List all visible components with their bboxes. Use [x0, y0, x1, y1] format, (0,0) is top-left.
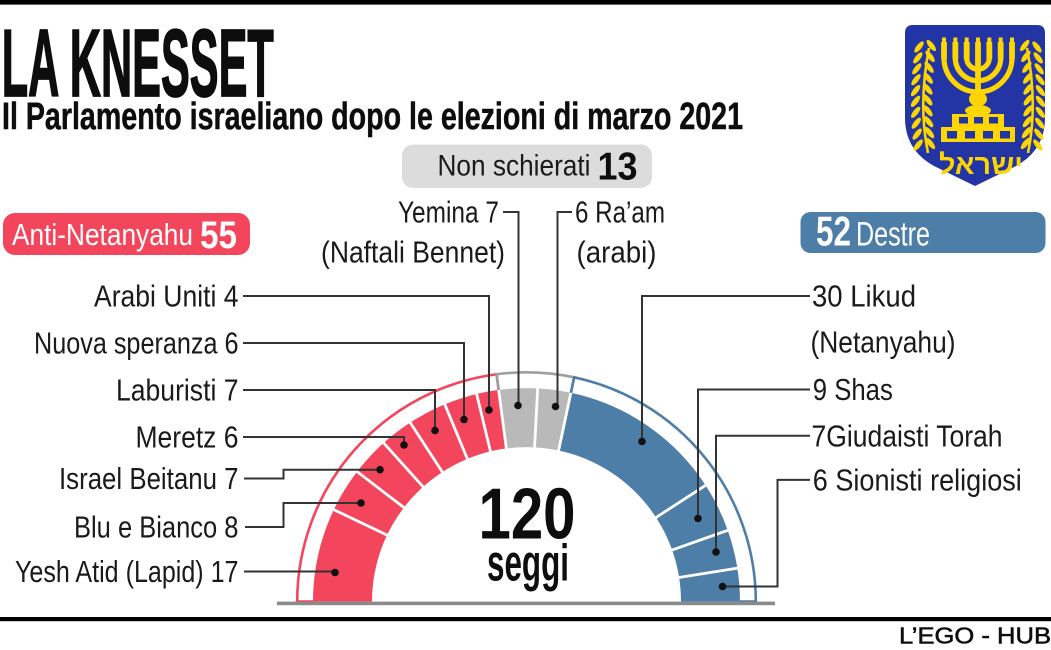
svg-text:(arabi): (arabi) [577, 235, 657, 270]
svg-text:(Netanyahu): (Netanyahu) [811, 325, 956, 360]
svg-text:Non schierati: Non schierati [438, 150, 591, 183]
svg-text:Laburisti 7: Laburisti 7 [116, 373, 239, 408]
svg-text:7Giudaisti Torah: 7Giudaisti Torah [812, 418, 1003, 453]
svg-text:L’EGO - HUB: L’EGO - HUB [899, 623, 1051, 649]
svg-text:30 Likud: 30 Likud [812, 279, 916, 314]
svg-text:Nuova speranza 6: Nuova speranza 6 [34, 326, 239, 361]
svg-text:Destre: Destre [856, 215, 930, 253]
svg-text:52: 52 [816, 208, 851, 255]
svg-text:ישראל: ישראל [939, 149, 1023, 180]
svg-text:55: 55 [200, 214, 237, 257]
svg-text:6 Sionisti religiosi: 6 Sionisti religiosi [813, 462, 1022, 497]
svg-text:Yesh Atid (Lapid) 17: Yesh Atid (Lapid) 17 [15, 554, 239, 589]
svg-text:Israel Beitanu 7: Israel Beitanu 7 [59, 461, 239, 496]
svg-text:6 Ra’am: 6 Ra’am [575, 195, 665, 230]
svg-text:Blu e Bianco 8: Blu e Bianco 8 [74, 510, 239, 545]
svg-text:LA KNESSET: LA KNESSET [2, 10, 274, 117]
svg-text:Yemina 7: Yemina 7 [398, 195, 499, 230]
svg-text:Anti-Netanyahu: Anti-Netanyahu [12, 217, 193, 252]
svg-text:seggi: seggi [487, 535, 569, 593]
svg-text:Il Parlamento israeliano dopo: Il Parlamento israeliano dopo le elezion… [2, 96, 743, 138]
svg-text:Arabi Uniti 4: Arabi Uniti 4 [94, 279, 239, 314]
svg-text:13: 13 [598, 145, 638, 188]
svg-text:Meretz 6: Meretz 6 [136, 420, 239, 455]
svg-text:120: 120 [479, 475, 576, 555]
svg-text:(Naftali Bennet): (Naftali Bennet) [321, 235, 505, 270]
svg-text:9 Shas: 9 Shas [813, 372, 893, 407]
